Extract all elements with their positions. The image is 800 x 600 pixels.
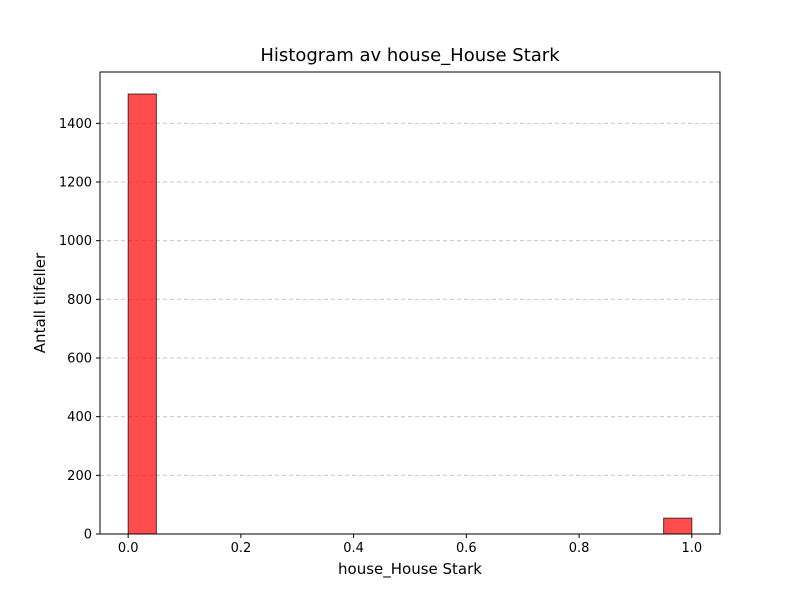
y-tick-label: 800 <box>67 293 92 308</box>
y-tick-label: 0 <box>84 528 92 543</box>
x-tick-label: 0.4 <box>343 541 364 556</box>
histogram-bar <box>663 517 693 535</box>
x-tick-label: 0.2 <box>231 541 252 556</box>
chart-title: Histogram av house_House Stark <box>260 45 560 66</box>
y-tick-label: 1000 <box>59 234 92 249</box>
y-tick-label: 400 <box>67 410 92 425</box>
x-tick-label: 1.0 <box>681 541 702 556</box>
x-axis-label: house_House Stark <box>338 560 482 578</box>
x-tick-label: 0.6 <box>456 541 477 556</box>
y-tick-label: 600 <box>67 352 92 367</box>
y-axis-ticks: 0 200 400 600 800 1000 1200 1400 <box>59 117 100 543</box>
grid-lines <box>100 122 720 535</box>
y-tick-label: 1200 <box>59 176 92 191</box>
x-tick-label: 0.8 <box>569 541 590 556</box>
y-tick-label: 200 <box>67 469 92 484</box>
histogram-bar <box>127 93 157 535</box>
histogram-bars <box>127 93 693 535</box>
x-tick-label: 0.0 <box>118 541 139 556</box>
x-axis-ticks: 0.0 0.2 0.4 0.6 0.8 1.0 <box>118 534 702 556</box>
y-tick-label: 1400 <box>59 117 92 132</box>
plot-frame <box>99 71 721 535</box>
y-axis-label: Antall tilfeller <box>31 252 49 354</box>
